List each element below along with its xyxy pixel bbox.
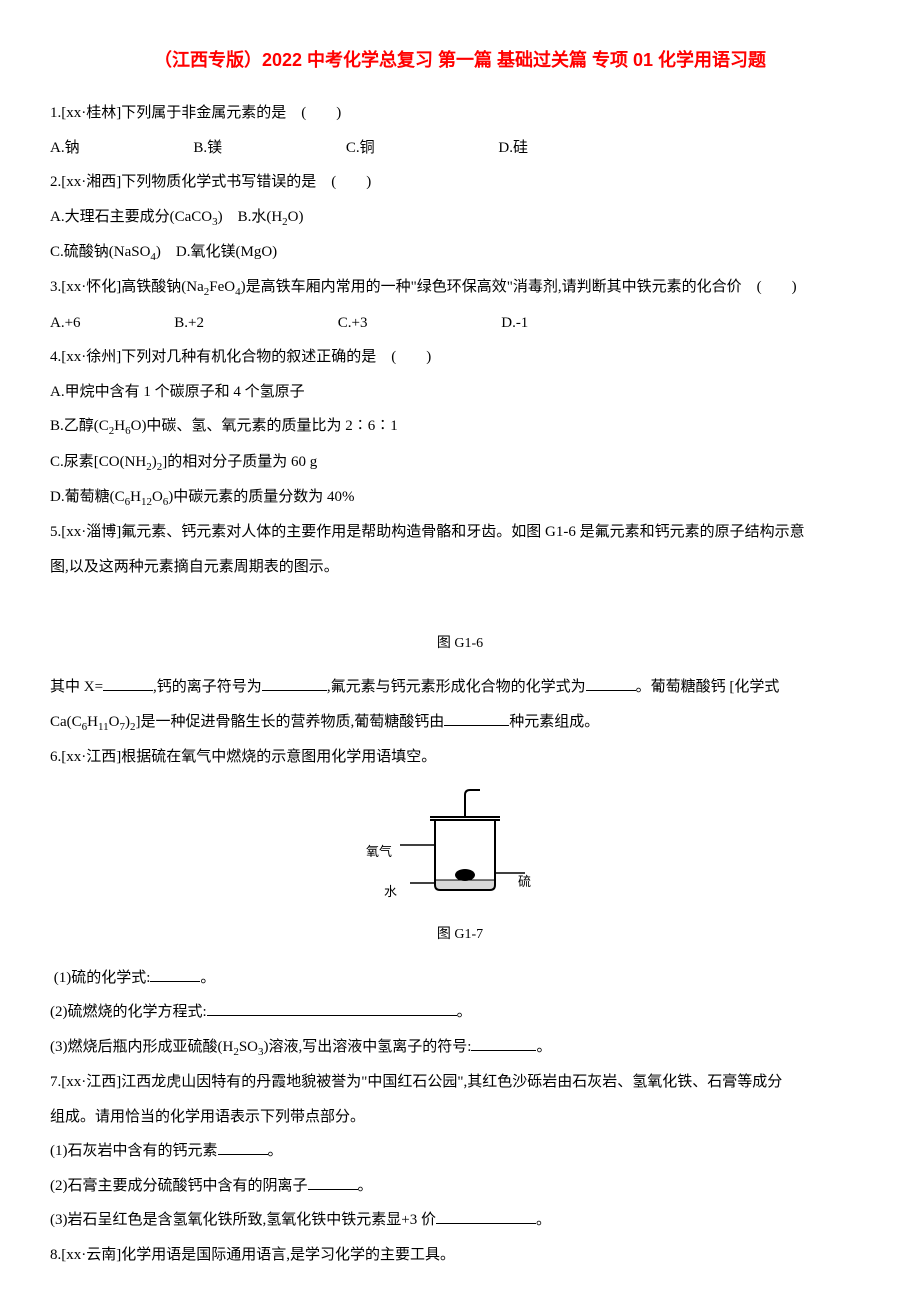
q3-opt-c: C.+3	[338, 306, 368, 341]
q2-a-post: ) B.水(H	[218, 209, 283, 225]
blank-equation[interactable]	[207, 1000, 457, 1016]
q4c-pre: C.尿素[CO(NH	[50, 454, 146, 470]
q5-line3: 其中 X= ,钙的离子符号为 ,氟元素与钙元素形成化合物的化学式为 。葡萄糖酸钙 [化…	[50, 670, 870, 705]
q5-l4b: ]是一种促进骨骼生长的营养物质,葡萄糖酸钙由	[135, 714, 444, 730]
q6-fig-label: 图 G1-7	[50, 919, 870, 951]
q1-opt-a: A.钠	[50, 131, 80, 166]
q1-opt-d: D.硅	[498, 131, 528, 166]
blank-ca[interactable]	[218, 1139, 268, 1155]
q5-l4a: Ca(C	[50, 714, 82, 730]
q1-opt-c: C.铜	[346, 131, 375, 166]
q5-l4s2: 11	[98, 721, 109, 733]
q7-p2: (2)石膏主要成分硫酸钙中含有的阴离子 。	[50, 1169, 870, 1204]
q5-line4: Ca(C6H11O7)2]是一种促进骨骼生长的营养物质,葡萄糖酸钙由种元素组成。	[50, 705, 870, 740]
blank-ca-ion[interactable]	[262, 675, 327, 691]
q4c-post: ]的相对分子质量为 60 g	[162, 454, 317, 470]
q7-p3-end: 。	[536, 1212, 551, 1228]
label-water: 水	[384, 877, 397, 907]
q4d-m2: O	[152, 489, 163, 505]
q3-options: A.+6 B.+2 C.+3 D.-1	[50, 306, 870, 341]
q6-p1: (1)硫的化学式: 。	[50, 961, 870, 996]
q6-p3a: (3)燃烧后瓶内形成亚硫酸(H	[50, 1039, 233, 1055]
q2-a-pre: A.大理石主要成分(CaCO	[50, 209, 212, 225]
q7-p1-text: (1)石灰岩中含有的钙元素	[50, 1143, 218, 1159]
blank-s-formula[interactable]	[150, 966, 200, 982]
blank-x[interactable]	[103, 675, 153, 691]
q6-p3m: SO	[239, 1039, 258, 1055]
q4-opt-c: C.尿素[CO(NH2)2]的相对分子质量为 60 g	[50, 445, 870, 480]
q6-p2-end: 。	[457, 1004, 472, 1020]
q6-p1-end: 。	[200, 970, 215, 986]
q4-stem: 4.[xx·徐州]下列对几种有机化合物的叙述正确的是 ( )	[50, 340, 870, 375]
q6-p3: (3)燃烧后瓶内形成亚硫酸(H2SO3)溶液,写出溶液中氢离子的符号:。	[50, 1030, 870, 1065]
q3-opt-a: A.+6	[50, 306, 81, 341]
q6-figure: 氧气 硫 水	[50, 785, 870, 905]
blank-formula[interactable]	[586, 675, 636, 691]
q1-stem: 1.[xx·桂林]下列属于非金属元素的是 ( )	[50, 96, 870, 131]
q3-opt-b: B.+2	[174, 306, 204, 341]
q2-stem: 2.[xx·湘西]下列物质化学式书写错误的是 ( )	[50, 165, 870, 200]
q4-opt-d: D.葡萄糖(C6H12O6)中碳元素的质量分数为 40%	[50, 480, 870, 515]
q2-a-post2: O)	[288, 209, 304, 225]
q7-p3: (3)岩石呈红色是含氢氧化铁所致,氢氧化铁中铁元素显+3 价 。	[50, 1203, 870, 1238]
q7-p1-end: 。	[268, 1143, 283, 1159]
label-oxygen: 氧气	[366, 837, 392, 867]
q2-c-mid: ) D.氧化镁(MgO)	[156, 244, 277, 260]
q3-mid: FeO	[209, 279, 235, 295]
q5-l3d: 。葡萄糖酸钙 [化学式	[636, 679, 780, 695]
q4d-post: )中碳元素的质量分数为 40%	[168, 489, 354, 505]
q7-line2: 组成。请用恰当的化学用语表示下列带点部分。	[50, 1100, 870, 1135]
q4d-m1: H	[130, 489, 141, 505]
q7-p2-text: (2)石膏主要成分硫酸钙中含有的阴离子	[50, 1178, 308, 1194]
q6-p2: (2)硫燃烧的化学方程式: 。	[50, 995, 870, 1030]
q5-l3c: ,氟元素与钙元素形成化合物的化学式为	[327, 679, 586, 695]
blank-h-ion[interactable]	[471, 1035, 536, 1051]
blank-elements[interactable]	[444, 710, 509, 726]
q5-l4m2: O	[109, 714, 120, 730]
q2-c-pre: C.硫酸钠(NaSO	[50, 244, 150, 260]
q3-opt-d: D.-1	[501, 306, 528, 341]
q7-p3-text: (3)岩石呈红色是含氢氧化铁所致,氢氧化铁中铁元素显+3 价	[50, 1212, 436, 1228]
q7-p1: (1)石灰岩中含有的钙元素 。	[50, 1134, 870, 1169]
blank-anion[interactable]	[308, 1174, 358, 1190]
q6-p3-end: 。	[536, 1039, 551, 1055]
q5-l3b: ,钙的离子符号为	[153, 679, 262, 695]
q4d-pre: D.葡萄糖(C	[50, 489, 125, 505]
q4d-s2: 12	[141, 496, 152, 508]
q5-line2: 图,以及这两种元素摘自元素周期表的图示。	[50, 550, 870, 585]
q8-stem: 8.[xx·云南]化学用语是国际通用语言,是学习化学的主要工具。	[50, 1238, 870, 1273]
q6-p1-text: (1)硫的化学式:	[54, 970, 151, 986]
q5-line1: 5.[xx·淄博]氟元素、钙元素对人体的主要作用是帮助构造骨骼和牙齿。如图 G1…	[50, 515, 870, 550]
q1-options: A.钠 B.镁 C.铜 D.硅	[50, 131, 870, 166]
q4b-post: O)中碳、氢、氧元素的质量比为 2∶6∶1	[131, 418, 398, 434]
q4-opt-b: B.乙醇(C2H6O)中碳、氢、氧元素的质量比为 2∶6∶1	[50, 409, 870, 444]
blank-fe3[interactable]	[436, 1208, 536, 1224]
q6-p2-text: (2)硫燃烧的化学方程式:	[50, 1004, 207, 1020]
q7-p2-end: 。	[358, 1178, 373, 1194]
q2-opts-ab: A.大理石主要成分(CaCO3) B.水(H2O)	[50, 200, 870, 235]
combustion-jar-icon	[390, 785, 530, 905]
page-title: （江西专版）2022 中考化学总复习 第一篇 基础过关篇 专项 01 化学用语习…	[50, 40, 870, 81]
q7-line1: 7.[xx·江西]江西龙虎山因特有的丹霞地貌被誉为"中国红石公园",其红色沙砾岩…	[50, 1065, 870, 1100]
q4b-m1: H	[114, 418, 125, 434]
q5-l4m1: H	[87, 714, 98, 730]
q3-pre: 3.[xx·怀化]高铁酸钠(Na	[50, 279, 204, 295]
q4-opt-a: A.甲烷中含有 1 个碳原子和 4 个氢原子	[50, 375, 870, 410]
q5-fig-label: 图 G1-6	[50, 628, 870, 660]
q5-l3a: 其中 X=	[50, 679, 103, 695]
q6-p3b: )溶液,写出溶液中氢离子的符号:	[264, 1039, 472, 1055]
q1-opt-b: B.镁	[193, 131, 222, 166]
q2-opts-cd: C.硫酸钠(NaSO4) D.氧化镁(MgO)	[50, 235, 870, 270]
q6-stem: 6.[xx·江西]根据硫在氧气中燃烧的示意图用化学用语填空。	[50, 740, 870, 775]
q3-stem: 3.[xx·怀化]高铁酸钠(Na2FeO4)是高铁车厢内常用的一种"绿色环保高效…	[50, 270, 870, 305]
q5-l4c: 种元素组成。	[509, 714, 599, 730]
q4b-pre: B.乙醇(C	[50, 418, 109, 434]
label-sulfur: 硫	[518, 867, 531, 897]
q3-post: )是高铁车厢内常用的一种"绿色环保高效"消毒剂,请判断其中铁元素的化合价 ( )	[241, 279, 797, 295]
